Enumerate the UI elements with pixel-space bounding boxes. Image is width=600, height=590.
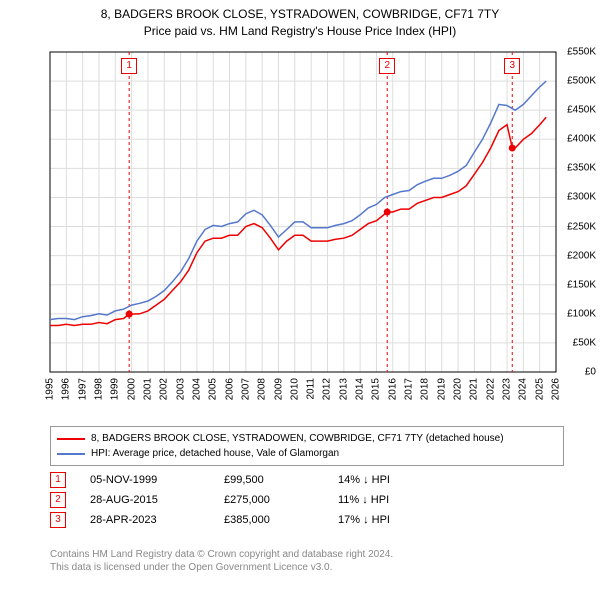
legend-row-hpi: HPI: Average price, detached house, Vale… (57, 446, 557, 461)
x-tick-label: 2020 (453, 378, 464, 400)
legend-swatch-hpi (57, 453, 85, 455)
attribution: Contains HM Land Registry data © Crown c… (50, 548, 550, 574)
y-tick-label: £450K (552, 105, 596, 116)
x-tick-label: 1995 (45, 378, 56, 400)
y-tick-label: £150K (552, 279, 596, 290)
x-tick-label: 2013 (338, 378, 349, 400)
y-tick-label: £200K (552, 250, 596, 261)
event-price: £275,000 (224, 494, 314, 506)
events-table: 1 05-NOV-1999 £99,500 14% ↓ HPI 2 28-AUG… (50, 468, 550, 532)
x-tick-label: 2004 (191, 378, 202, 400)
title-line-2: Price paid vs. HM Land Registry's House … (0, 23, 600, 40)
x-tick-label: 2012 (322, 378, 333, 400)
y-tick-label: £250K (552, 221, 596, 232)
x-tick-label: 2022 (485, 378, 496, 400)
x-tick-label: 2018 (420, 378, 431, 400)
chart-event-marker-3: 3 (504, 58, 520, 74)
x-tick-label: 2005 (208, 378, 219, 400)
x-tick-label: 2003 (175, 378, 186, 400)
x-tick-label: 2011 (306, 378, 317, 400)
chart: £0 £50K £100K £150K £200K £250K £300K £350K £400… (0, 46, 600, 416)
event-delta: 14% ↓ HPI (338, 474, 448, 486)
x-tick-label: 2025 (534, 378, 545, 400)
x-tick-label: 2010 (289, 378, 300, 400)
event-date: 28-APR-2023 (90, 514, 200, 526)
x-tick-label: 2015 (371, 378, 382, 400)
event-row: 3 28-APR-2023 £385,000 17% ↓ HPI (50, 512, 550, 528)
x-tick-label: 2021 (469, 378, 480, 400)
legend-label-hpi: HPI: Average price, detached house, Vale… (91, 446, 339, 461)
y-tick-label: £100K (552, 308, 596, 319)
x-tick-label: 2014 (355, 378, 366, 400)
y-tick-label: £400K (552, 134, 596, 145)
x-tick-label: 1996 (61, 378, 72, 400)
x-tick-label: 2024 (518, 378, 529, 400)
x-tick-label: 2007 (240, 378, 251, 400)
x-tick-label: 2006 (224, 378, 235, 400)
y-tick-label: £50K (552, 337, 596, 348)
x-tick-label: 2002 (159, 378, 170, 400)
x-tick-label: 2009 (273, 378, 284, 400)
event-date: 28-AUG-2015 (90, 494, 200, 506)
attribution-line-1: Contains HM Land Registry data © Crown c… (50, 548, 550, 561)
legend: 8, BADGERS BROOK CLOSE, YSTRADOWEN, COWB… (50, 426, 564, 466)
event-row: 1 05-NOV-1999 £99,500 14% ↓ HPI (50, 472, 550, 488)
x-tick-label: 2008 (257, 378, 268, 400)
chart-svg (0, 46, 600, 416)
legend-label-price-paid: 8, BADGERS BROOK CLOSE, YSTRADOWEN, COWB… (91, 431, 504, 446)
chart-event-marker-2: 2 (379, 58, 395, 74)
event-marker-2: 2 (50, 492, 66, 508)
event-date: 05-NOV-1999 (90, 474, 200, 486)
y-tick-label: £0 (552, 367, 596, 378)
y-tick-label: £300K (552, 192, 596, 203)
event-price: £385,000 (224, 514, 314, 526)
attribution-line-2: This data is licensed under the Open Gov… (50, 561, 550, 574)
chart-event-marker-1: 1 (121, 58, 137, 74)
event-marker-1: 1 (50, 472, 66, 488)
y-tick-label: £350K (552, 163, 596, 174)
x-tick-label: 2026 (551, 378, 562, 400)
x-tick-label: 2023 (502, 378, 513, 400)
title-line-1: 8, BADGERS BROOK CLOSE, YSTRADOWEN, COWB… (0, 6, 600, 23)
x-tick-label: 2017 (404, 378, 415, 400)
x-tick-label: 2000 (126, 378, 137, 400)
x-tick-label: 1997 (77, 378, 88, 400)
x-tick-label: 1998 (93, 378, 104, 400)
legend-row-price-paid: 8, BADGERS BROOK CLOSE, YSTRADOWEN, COWB… (57, 431, 557, 446)
x-tick-label: 1999 (110, 378, 121, 400)
y-tick-label: £550K (552, 47, 596, 58)
event-price: £99,500 (224, 474, 314, 486)
legend-swatch-price-paid (57, 438, 85, 440)
event-delta: 11% ↓ HPI (338, 494, 448, 506)
event-delta: 17% ↓ HPI (338, 514, 448, 526)
event-row: 2 28-AUG-2015 £275,000 11% ↓ HPI (50, 492, 550, 508)
event-marker-3: 3 (50, 512, 66, 528)
x-tick-label: 2016 (387, 378, 398, 400)
y-tick-label: £500K (552, 76, 596, 87)
x-tick-label: 2019 (436, 378, 447, 400)
x-tick-label: 2001 (142, 378, 153, 400)
title-block: 8, BADGERS BROOK CLOSE, YSTRADOWEN, COWB… (0, 0, 600, 40)
